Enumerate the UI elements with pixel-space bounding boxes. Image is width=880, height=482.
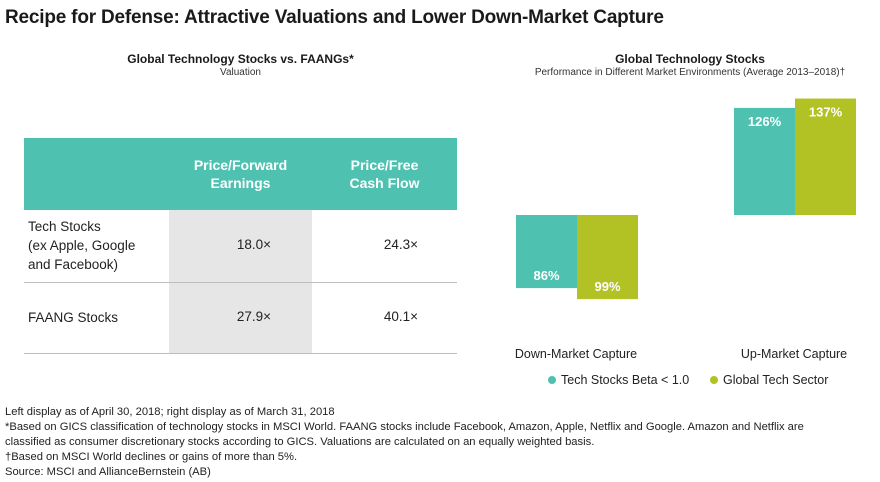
bar-value-label: 126%	[748, 114, 782, 129]
right-panel-title: Global Technology Stocks	[615, 52, 765, 66]
footnote: classified as consumer discretionary sto…	[5, 436, 595, 448]
category-label: Up-Market Capture	[741, 347, 847, 361]
right-panel-subtitle: Performance in Different Market Environm…	[534, 67, 846, 78]
legend-swatch-teal	[548, 376, 556, 384]
category-label: Down-Market Capture	[515, 347, 637, 361]
table-cell: 40.1×	[383, 309, 418, 324]
table-row-label: FAANG Stocks	[28, 310, 119, 325]
legend-label: Tech Stocks Beta < 1.0	[561, 373, 690, 387]
legend-item-global-tech: Global Tech Sector	[710, 373, 828, 387]
bar-value-label: 137%	[809, 105, 843, 120]
capture-bar-chart: 86% 99% Down-Market Capture 126% 137% Up-Mark…	[515, 98, 856, 361]
footnote: Left display as of April 30, 2018; right…	[5, 406, 335, 418]
legend-swatch-lime	[710, 376, 718, 384]
footnotes: Left display as of April 30, 2018; right…	[5, 405, 875, 480]
footnote: †Based on MSCI World declines or gains o…	[5, 451, 298, 463]
table-bottom-rule	[24, 353, 457, 354]
bar-value-label: 86%	[533, 268, 559, 283]
bar-down-market-tech-beta	[516, 215, 577, 289]
footnote: Source: MSCI and AllianceBernstein (AB)	[5, 466, 211, 478]
table-cell: 18.0×	[236, 237, 271, 252]
legend-label: Global Tech Sector	[723, 373, 829, 387]
legend-item-tech-beta: Tech Stocks Beta < 1.0	[548, 373, 689, 387]
table-cell: 24.3×	[383, 237, 418, 252]
table-row-divider	[24, 282, 457, 283]
left-panel-title: Global Technology Stocks vs. FAANGs*	[127, 52, 354, 66]
bar-value-label: 99%	[594, 279, 620, 294]
bar-down-market-global-tech	[577, 215, 638, 300]
table-header-pfe: Price/Forward Earnings	[193, 157, 288, 191]
footnote: *Based on GICS classification of technol…	[5, 421, 804, 433]
bar-up-market-global-tech	[795, 98, 856, 215]
table-row-label: Tech Stocks (ex Apple, Google and Facebo…	[28, 219, 136, 272]
table-header-bar	[24, 138, 457, 210]
left-panel-subtitle: Valuation	[220, 67, 261, 78]
bar-up-market-tech-beta	[734, 107, 795, 215]
valuation-table: Price/Forward Earnings Price/Free Cash F…	[24, 138, 457, 354]
table-header-pfcf: Price/Free Cash Flow	[349, 157, 420, 191]
table-cell: 27.9×	[236, 309, 271, 324]
main-title: Recipe for Defense: Attractive Valuation…	[5, 7, 664, 28]
